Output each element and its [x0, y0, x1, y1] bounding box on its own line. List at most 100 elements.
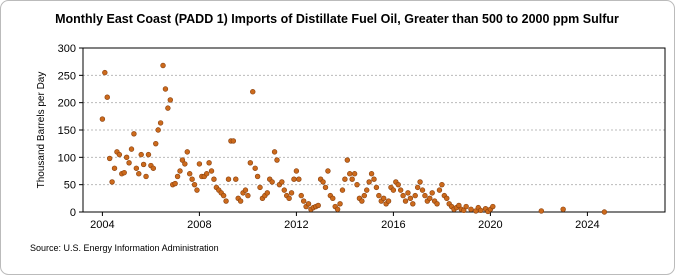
data-point	[376, 192, 382, 199]
data-point	[439, 181, 445, 188]
data-point	[136, 171, 142, 177]
x-tick-label: 2012	[284, 219, 308, 231]
data-point	[601, 209, 608, 215]
data-point	[478, 207, 484, 214]
y-tick-label: 150	[58, 125, 76, 137]
data-point	[385, 198, 392, 204]
data-point	[196, 161, 203, 167]
data-point	[145, 151, 152, 158]
data-point	[194, 187, 200, 193]
data-point	[99, 116, 106, 122]
y-tick-label: 0	[70, 207, 76, 219]
data-point	[245, 192, 251, 199]
data-point	[364, 187, 370, 193]
data-point	[279, 179, 285, 185]
data-point	[339, 187, 346, 193]
data-point	[395, 181, 401, 188]
data-point	[288, 190, 295, 196]
data-point	[366, 179, 372, 185]
data-point	[123, 154, 130, 161]
data-point	[211, 176, 217, 182]
data-point	[286, 195, 292, 202]
x-tick-label: 2016	[381, 219, 405, 231]
data-point	[381, 195, 387, 202]
data-point	[291, 176, 297, 182]
data-point	[252, 165, 258, 171]
data-point	[140, 161, 147, 168]
data-point	[106, 155, 113, 162]
x-tick-label: 2008	[187, 219, 211, 231]
data-point	[349, 176, 355, 182]
y-tick-label: 300	[58, 43, 76, 55]
data-point	[405, 190, 411, 196]
data-point	[233, 176, 239, 182]
data-point	[305, 201, 312, 207]
data-point	[121, 169, 127, 176]
data-point	[419, 187, 426, 193]
data-point	[560, 206, 566, 212]
data-point	[128, 146, 135, 152]
data-point	[293, 168, 300, 174]
data-point	[373, 184, 380, 191]
data-point	[390, 187, 397, 193]
data-point	[179, 157, 186, 163]
data-point	[351, 171, 358, 177]
data-point	[412, 192, 418, 199]
data-point	[347, 171, 353, 177]
data-point	[189, 176, 195, 182]
chart-title: Monthly East Coast (PADD 1) Imports of D…	[55, 12, 619, 26]
data-point	[320, 179, 326, 185]
data-point	[237, 198, 244, 204]
data-point	[315, 202, 321, 209]
data-point	[344, 157, 351, 163]
data-point	[368, 171, 375, 177]
data-point	[220, 192, 227, 199]
data-point	[191, 181, 198, 188]
data-point	[322, 184, 329, 191]
data-point	[182, 161, 188, 167]
data-point	[225, 176, 232, 182]
data-point	[371, 176, 377, 182]
data-point	[397, 187, 404, 193]
data-point	[111, 165, 118, 171]
data-point	[257, 184, 263, 191]
data-point	[230, 138, 237, 144]
data-point	[538, 208, 545, 214]
data-point	[264, 190, 270, 196]
data-point	[104, 94, 110, 100]
data-point	[271, 149, 278, 155]
data-point	[300, 198, 307, 204]
data-point	[150, 165, 157, 171]
data-point	[223, 198, 229, 204]
data-point	[354, 181, 360, 188]
source-note: Source: U.S. Energy Information Administ…	[30, 243, 219, 253]
y-tick-label: 250	[58, 70, 76, 82]
data-point	[427, 195, 433, 202]
x-tick-label: 2004	[90, 219, 114, 231]
data-point	[274, 157, 280, 163]
data-point	[254, 173, 261, 180]
y-tick-label: 100	[58, 152, 76, 164]
data-point	[133, 165, 140, 171]
data-point	[402, 198, 409, 204]
data-point	[296, 176, 302, 182]
data-point	[160, 62, 166, 69]
data-point	[434, 201, 440, 207]
data-point	[444, 195, 450, 202]
data-point	[490, 203, 496, 210]
data-point	[456, 202, 462, 209]
data-point	[359, 198, 365, 204]
data-point	[337, 201, 343, 207]
data-point	[269, 179, 275, 185]
data-point	[468, 206, 474, 212]
data-point	[463, 203, 469, 210]
data-point	[174, 173, 181, 180]
data-point	[102, 69, 108, 76]
data-point	[242, 187, 249, 193]
y-tick-label: 50	[64, 180, 76, 192]
data-point	[330, 195, 336, 202]
data-point	[165, 105, 171, 111]
data-point	[187, 171, 193, 177]
